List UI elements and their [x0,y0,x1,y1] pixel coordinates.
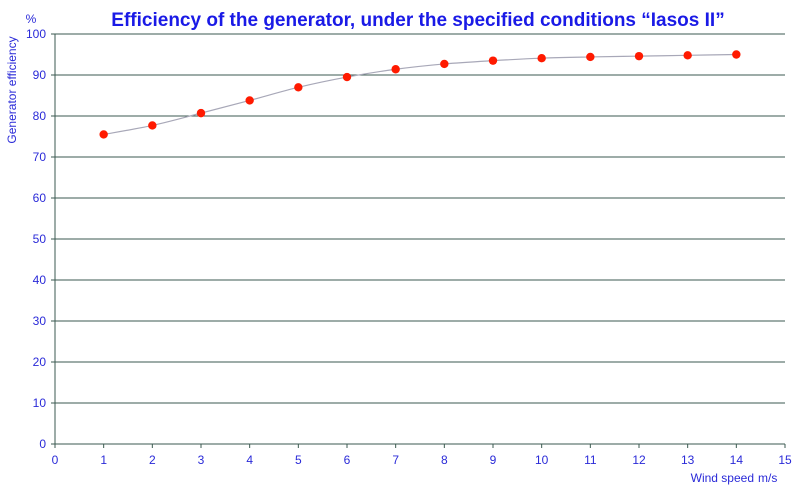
data-point-10 [537,53,546,63]
y-tick-label-20: 20 [33,355,47,369]
x-tick-label-12: 12 [632,453,646,467]
y-tick-label-100: 100 [26,27,46,41]
x-tick-label-4: 4 [246,453,253,467]
x-tick-label-11: 11 [584,453,597,467]
x-tick-label-6: 6 [344,453,351,467]
x-tick-label-0: 0 [52,453,59,467]
x-axis-unit: m/s [758,471,777,485]
x-tick-label-15: 15 [778,453,792,467]
data-point-8 [440,59,449,69]
data-point-7 [391,65,400,74]
data-point-6 [342,72,352,82]
x-tick-label-3: 3 [198,453,205,467]
y-tick-label-80: 80 [33,109,47,123]
x-tick-label-2: 2 [149,453,156,467]
series-line [103,53,737,136]
y-tick-label-30: 30 [33,314,47,328]
x-tick-label-14: 14 [730,453,744,467]
data-point-11 [586,52,595,62]
y-tick-label-50: 50 [33,232,47,246]
y-tick-label-40: 40 [33,273,47,287]
x-tick-label-1: 1 [100,453,107,467]
data-point-2 [148,121,157,130]
data-point-1 [99,130,108,139]
data-point-3 [196,108,206,118]
y-tick-label-60: 60 [33,191,47,205]
data-point-5 [294,83,303,92]
y-axis-unit: % [26,12,37,26]
data-point-12 [634,51,644,61]
x-tick-label-10: 10 [535,453,549,467]
x-tick-label-8: 8 [441,453,448,467]
x-tick-label-5: 5 [295,453,302,467]
y-axis-label: Generator efficiency [5,36,19,143]
y-tick-label-70: 70 [33,150,47,164]
y-tick-label-0: 0 [39,437,46,451]
data-point-13 [683,51,692,60]
x-tick-label-7: 7 [392,453,399,467]
data-point-14 [732,50,741,59]
y-tick-label-10: 10 [33,396,47,410]
y-tick-label-90: 90 [33,68,47,82]
data-point-9 [488,56,498,65]
x-axis-label: Wind speed [691,471,754,485]
x-tick-label-9: 9 [490,453,497,467]
data-point-4 [245,96,254,105]
x-tick-label-13: 13 [681,453,695,467]
chart-title: Efficiency of the generator, under the s… [111,10,724,31]
